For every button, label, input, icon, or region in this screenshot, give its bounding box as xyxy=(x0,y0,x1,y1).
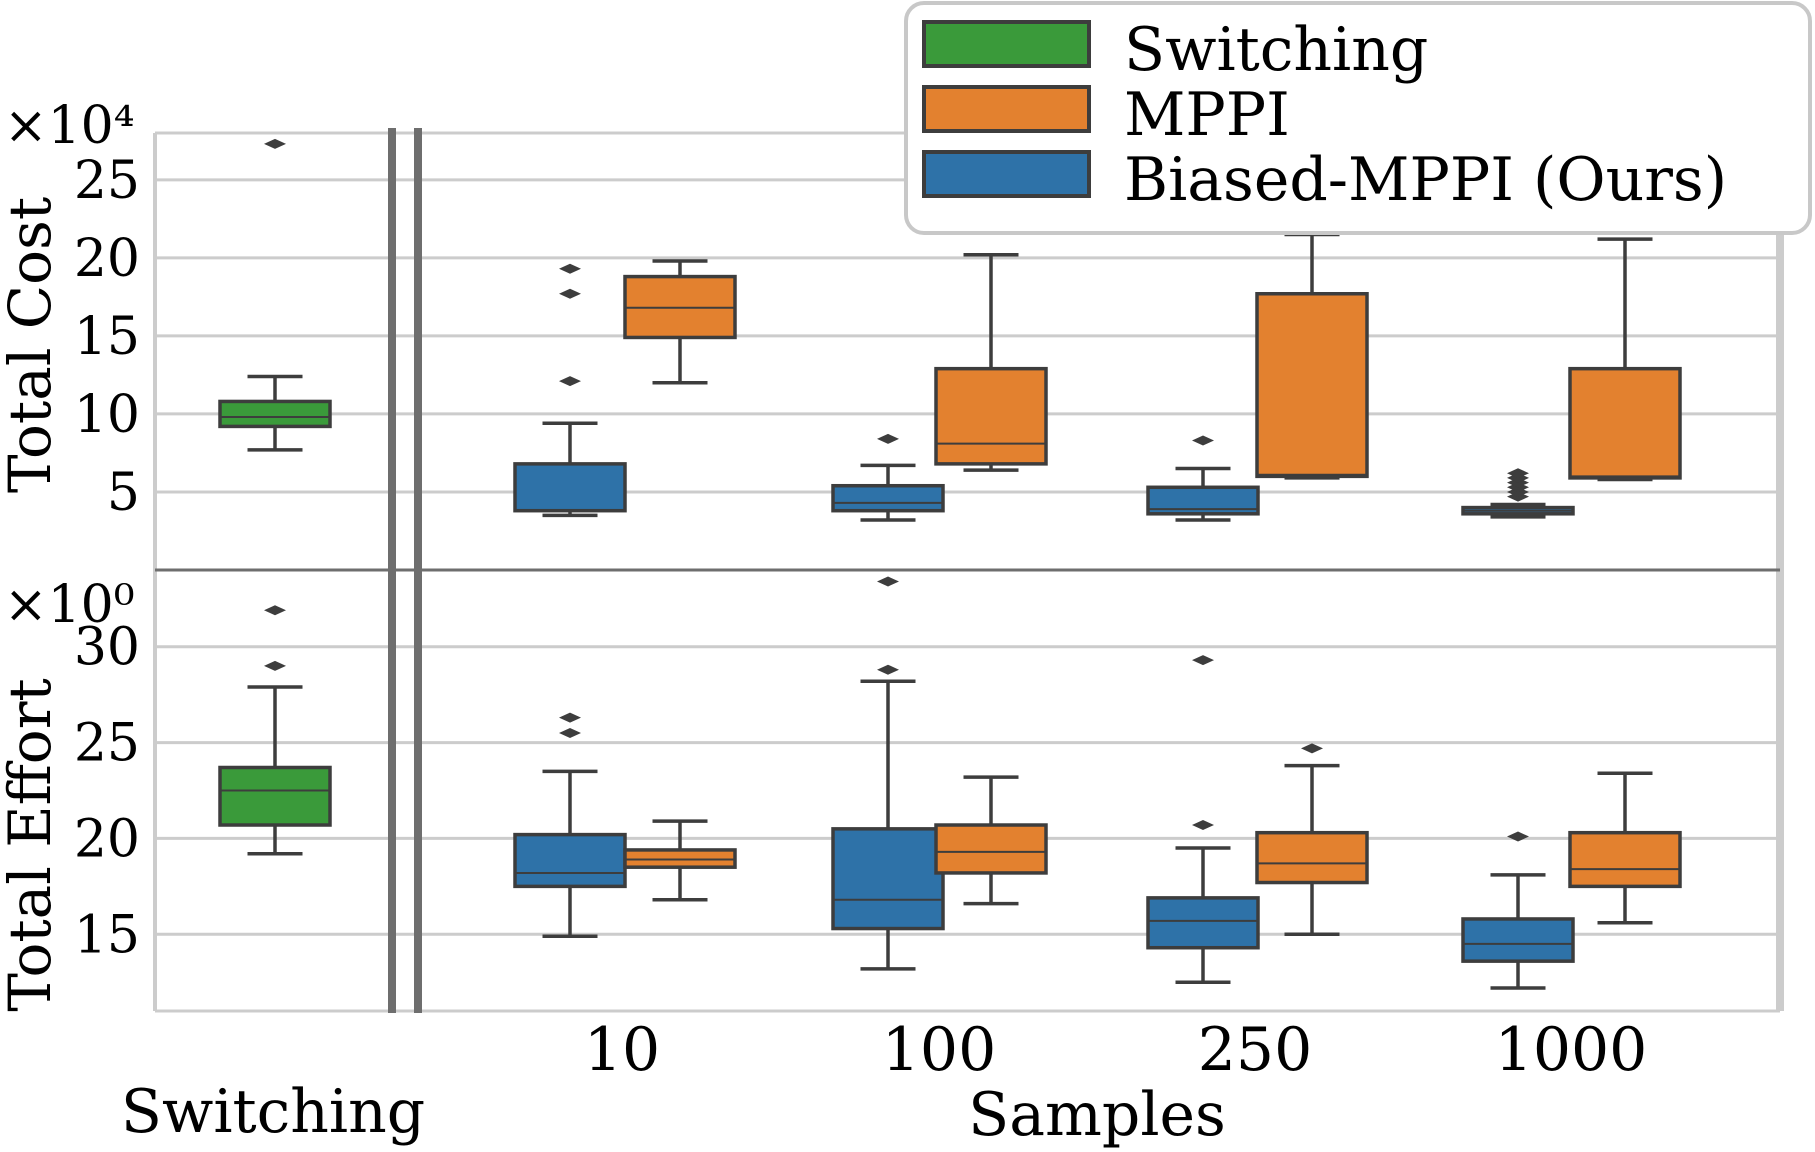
x-axis-title: Samples xyxy=(968,1080,1226,1150)
legend-label-mppi: MPPI xyxy=(1124,80,1290,150)
ytick-label-total-cost-20: 20 xyxy=(74,229,140,289)
box-iqr xyxy=(1146,896,1260,950)
outlier-point xyxy=(264,660,286,671)
box-layer xyxy=(218,138,1682,990)
top-ylabel: Total Cost xyxy=(0,197,64,493)
box-total-effort-mppi-1000 xyxy=(1568,771,1682,925)
x-tick-label-100: 100 xyxy=(882,1015,997,1085)
bottom-ylabel: Total Effort xyxy=(0,678,64,1011)
legend-swatch-mppi xyxy=(922,85,1091,133)
box-total-effort-biased-1000 xyxy=(1461,831,1575,990)
box-total-cost-mppi-250 xyxy=(1255,232,1369,480)
ytick-label-total-cost-5: 5 xyxy=(107,463,140,523)
legend-frame xyxy=(904,1,1812,235)
box-iqr xyxy=(831,827,945,931)
legend-swatch-biased-mppi xyxy=(922,150,1091,198)
box-total-cost-mppi-100 xyxy=(934,252,1048,472)
box-iqr xyxy=(1255,830,1369,885)
outlier-point xyxy=(877,433,899,444)
outlier-point xyxy=(559,263,581,274)
box-total-cost-biased-250 xyxy=(1146,435,1260,522)
ytick-label-total-effort-15: 15 xyxy=(74,905,140,965)
box-iqr xyxy=(513,832,627,889)
outlier-point xyxy=(1192,820,1214,831)
outlier-point xyxy=(559,712,581,723)
box-total-effort-mppi-10 xyxy=(623,819,737,902)
ytick-label-total-effort-25: 25 xyxy=(74,714,140,774)
box-total-effort-biased-10 xyxy=(513,712,627,938)
box-iqr xyxy=(218,399,332,429)
outlier-point xyxy=(264,138,286,149)
bottom-scale-label: ×10⁰ xyxy=(4,575,135,635)
x-tick-label-250: 250 xyxy=(1198,1015,1313,1085)
box-total-effort-mppi-100 xyxy=(934,775,1048,906)
box-total-cost-mppi-1000 xyxy=(1568,237,1682,482)
ytick-label-total-cost-10: 10 xyxy=(74,385,140,445)
box-total-effort-switching-Switching xyxy=(218,605,332,856)
outlier-point xyxy=(877,576,899,587)
outlier-point xyxy=(1301,743,1323,754)
legend: Switching MPPI Biased-MPPI (Ours) xyxy=(904,1,1812,235)
legend-label-biased-mppi: Biased-MPPI (Ours) xyxy=(1124,145,1727,215)
box-total-cost-biased-10 xyxy=(513,263,627,518)
box-total-cost-switching-Switching xyxy=(218,138,332,452)
box-iqr xyxy=(1568,830,1682,889)
ytick-label-total-cost-15: 15 xyxy=(74,307,140,367)
outlier-point xyxy=(1507,831,1529,842)
box-total-effort-mppi-250 xyxy=(1255,743,1369,937)
box-iqr xyxy=(934,366,1048,466)
outlier-point xyxy=(877,664,899,675)
outlier-point xyxy=(1192,435,1214,446)
box-total-effort-biased-100 xyxy=(831,576,945,971)
box-total-effort-biased-250 xyxy=(1146,655,1260,984)
box-iqr xyxy=(1255,292,1369,479)
ytick-label-total-effort-30: 30 xyxy=(74,618,140,678)
box-iqr xyxy=(218,765,332,827)
legend-swatch-switching xyxy=(922,20,1091,68)
outlier-point xyxy=(559,376,581,387)
box-iqr xyxy=(831,483,945,513)
ytick-label-total-cost-25: 25 xyxy=(74,151,140,211)
frame-layer xyxy=(153,128,1784,1013)
outlier-point xyxy=(559,727,581,738)
x-tick-label-1000: 1000 xyxy=(1495,1015,1648,1085)
box-iqr xyxy=(934,823,1048,875)
x-category-switching: Switching xyxy=(121,1077,425,1147)
top-scale-label: ×10⁴ xyxy=(4,96,135,156)
outlier-point xyxy=(559,288,581,299)
box-iqr xyxy=(513,462,627,513)
grid-layer xyxy=(155,178,1780,936)
legend-label-switching: Switching xyxy=(1124,15,1428,85)
box-total-cost-mppi-10 xyxy=(623,259,737,385)
x-tick-label-10: 10 xyxy=(584,1015,660,1085)
box-iqr xyxy=(1461,917,1575,963)
box-total-cost-biased-100 xyxy=(831,433,945,522)
box-total-cost-biased-1000 xyxy=(1461,468,1575,519)
outlier-point xyxy=(1192,655,1214,666)
box-iqr xyxy=(1568,366,1682,480)
outlier-point xyxy=(1507,468,1529,479)
outlier-point xyxy=(264,605,286,616)
ytick-label-total-effort-20: 20 xyxy=(74,809,140,869)
text-layer: Total Cost Total Effort ×10⁴ ×10⁰ Switch… xyxy=(0,96,1647,1150)
